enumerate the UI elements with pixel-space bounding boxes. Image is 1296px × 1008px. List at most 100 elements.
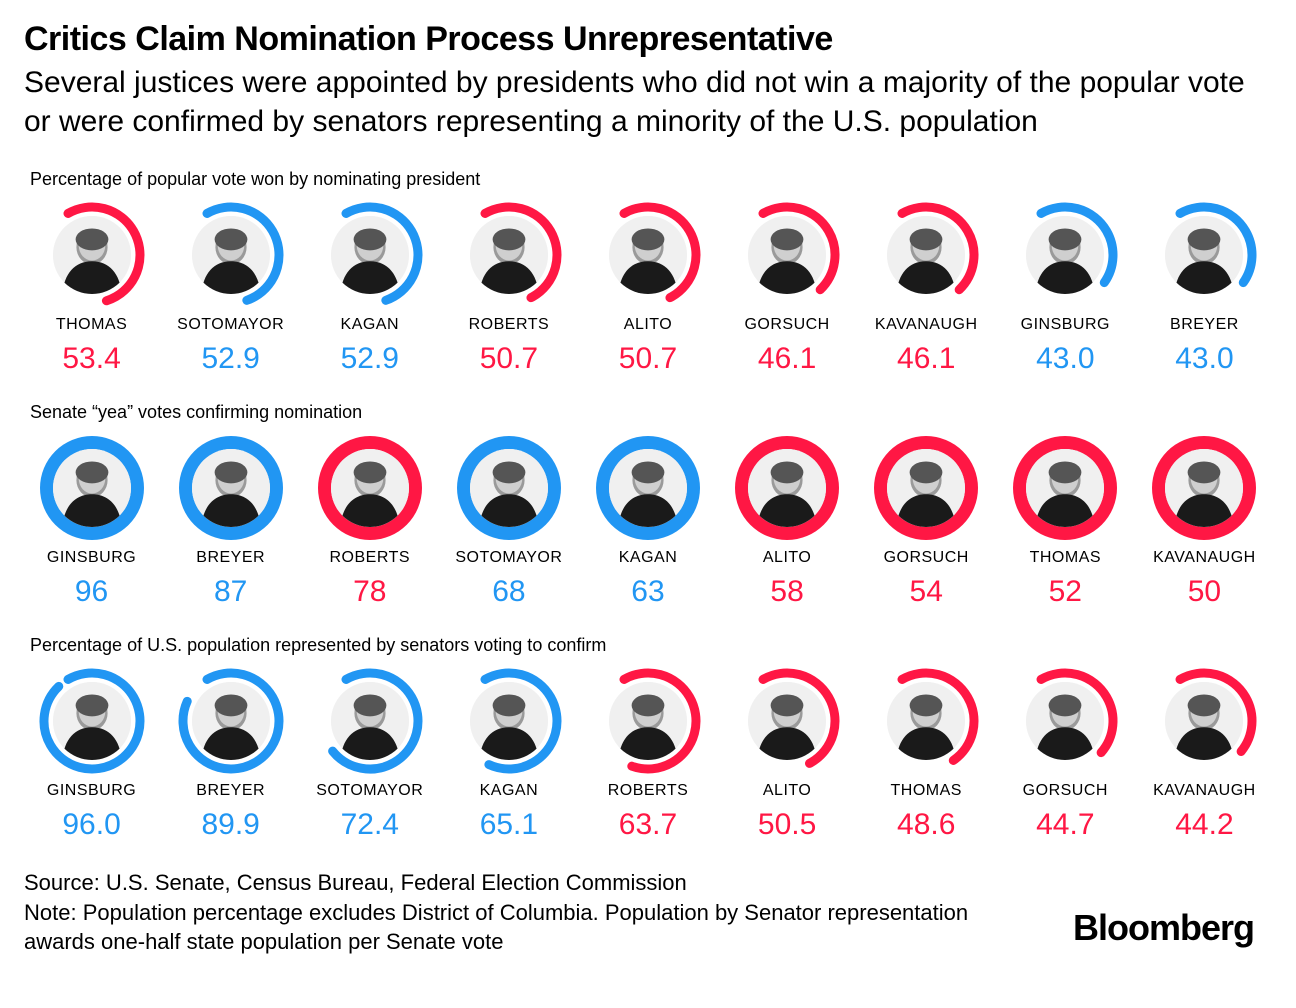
justice-cell: ROBERTS63.7 xyxy=(582,666,713,842)
justice-portrait-icon xyxy=(609,449,687,527)
portrait-ring xyxy=(871,200,981,310)
justice-cell: KAVANAUGH50 xyxy=(1139,433,1270,609)
bloomberg-logo: Bloomberg xyxy=(1073,907,1272,957)
justice-cell: ALITO 50.5 xyxy=(722,666,853,842)
justice-portrait-icon xyxy=(53,682,131,760)
portrait-ring xyxy=(593,666,703,776)
justice-name: ROBERTS xyxy=(443,316,574,334)
justice-portrait-icon xyxy=(887,449,965,527)
justice-cell: THOMAS 52 xyxy=(1000,433,1131,609)
justice-cell: GINSBURG43.0 xyxy=(1000,200,1131,376)
portrait-ring xyxy=(37,200,147,310)
justice-name: ALITO xyxy=(722,782,853,800)
portrait-ring xyxy=(315,433,425,543)
justice-name: ALITO xyxy=(722,549,853,567)
portrait-ring xyxy=(1149,666,1259,776)
portrait-ring xyxy=(454,666,564,776)
justice-portrait-icon xyxy=(192,682,270,760)
justice-cell: THOMAS53.4 xyxy=(26,200,157,376)
justice-portrait-icon xyxy=(609,682,687,760)
portrait-ring xyxy=(593,433,703,543)
justice-cell: BREYER89.9 xyxy=(165,666,296,842)
justice-name: ALITO xyxy=(582,316,713,334)
justice-portrait-icon xyxy=(331,682,409,760)
justice-row: THOMAS53.4 SOTOMAYOR52.9 KAGAN52.9 ROBER… xyxy=(24,200,1272,376)
justice-cell: ALITO 58 xyxy=(722,433,853,609)
portrait-ring xyxy=(454,433,564,543)
footer: Source: U.S. Senate, Census Bureau, Fede… xyxy=(24,868,1272,957)
justice-portrait-icon xyxy=(1026,449,1104,527)
headline: Critics Claim Nomination Process Unrepre… xyxy=(24,20,1272,59)
justice-cell: ROBERTS 78 xyxy=(304,433,435,609)
justice-name: GORSUCH xyxy=(722,316,853,334)
justice-portrait-icon xyxy=(1165,682,1243,760)
justice-value: 46.1 xyxy=(861,342,992,376)
justice-value: 63 xyxy=(582,575,713,609)
justice-cell: THOMAS 48.6 xyxy=(861,666,992,842)
justice-name: GORSUCH xyxy=(861,549,992,567)
justice-name: ROBERTS xyxy=(304,549,435,567)
justice-portrait-icon xyxy=(887,216,965,294)
justice-value: 52 xyxy=(1000,575,1131,609)
justice-cell: GINSBURG96 xyxy=(26,433,157,609)
portrait-ring xyxy=(176,433,286,543)
justice-value: 58 xyxy=(722,575,853,609)
subhead: Several justices were appointed by presi… xyxy=(24,63,1264,141)
portrait-ring xyxy=(1149,200,1259,310)
justice-cell: GORSUCH54 xyxy=(861,433,992,609)
portrait-ring xyxy=(176,200,286,310)
justice-name: GINSBURG xyxy=(26,782,157,800)
sections-container: Percentage of popular vote won by nomina… xyxy=(24,169,1272,842)
justice-value: 68 xyxy=(443,575,574,609)
justice-row: GINSBURG 96.0 BREYER89.9 SOTOMAYOR72.4 KA… xyxy=(24,666,1272,842)
justice-cell: BREYER 43.0 xyxy=(1139,200,1270,376)
justice-cell: SOTOMAYOR72.4 xyxy=(304,666,435,842)
justice-name: SOTOMAYOR xyxy=(165,316,296,334)
justice-portrait-icon xyxy=(748,216,826,294)
justice-value: 53.4 xyxy=(26,342,157,376)
portrait-ring xyxy=(871,433,981,543)
justice-value: 50.7 xyxy=(443,342,574,376)
justice-name: ROBERTS xyxy=(582,782,713,800)
portrait-ring xyxy=(732,200,842,310)
justice-name: SOTOMAYOR xyxy=(304,782,435,800)
portrait-ring xyxy=(593,200,703,310)
justice-row: GINSBURG96 BREYER87 ROBERTS78 SOTOMAYOR6… xyxy=(24,433,1272,609)
portrait-ring xyxy=(1010,433,1120,543)
justice-value: 52.9 xyxy=(304,342,435,376)
portrait-ring xyxy=(1010,200,1120,310)
justice-value: 87 xyxy=(165,575,296,609)
justice-name: THOMAS xyxy=(861,782,992,800)
portrait-ring xyxy=(315,666,425,776)
justice-portrait-icon xyxy=(748,682,826,760)
portrait-ring xyxy=(454,200,564,310)
portrait-ring xyxy=(315,200,425,310)
justice-value: 96.0 xyxy=(26,808,157,842)
justice-portrait-icon xyxy=(192,216,270,294)
justice-portrait-icon xyxy=(748,449,826,527)
justice-portrait-icon xyxy=(53,449,131,527)
justice-value: 96 xyxy=(26,575,157,609)
section-label: Percentage of U.S. population represente… xyxy=(30,635,1272,656)
justice-cell: GORSUCH46.1 xyxy=(722,200,853,376)
justice-name: KAVANAUGH xyxy=(861,316,992,334)
justice-cell: KAVANAUGH44.2 xyxy=(1139,666,1270,842)
justice-cell: BREYER87 xyxy=(165,433,296,609)
justice-portrait-icon xyxy=(331,449,409,527)
justice-value: 78 xyxy=(304,575,435,609)
justice-value: 50.5 xyxy=(722,808,853,842)
justice-value: 44.7 xyxy=(1000,808,1131,842)
justice-cell: SOTOMAYOR52.9 xyxy=(165,200,296,376)
justice-value: 65.1 xyxy=(443,808,574,842)
justice-name: GINSBURG xyxy=(1000,316,1131,334)
justice-value: 48.6 xyxy=(861,808,992,842)
justice-value: 50.7 xyxy=(582,342,713,376)
justice-value: 43.0 xyxy=(1139,342,1270,376)
justice-portrait-icon xyxy=(470,449,548,527)
justice-name: KAGAN xyxy=(443,782,574,800)
justice-name: BREYER xyxy=(165,782,296,800)
justice-name: BREYER xyxy=(1139,316,1270,334)
portrait-ring xyxy=(37,433,147,543)
justice-name: THOMAS xyxy=(1000,549,1131,567)
justice-cell: KAGAN63 xyxy=(582,433,713,609)
